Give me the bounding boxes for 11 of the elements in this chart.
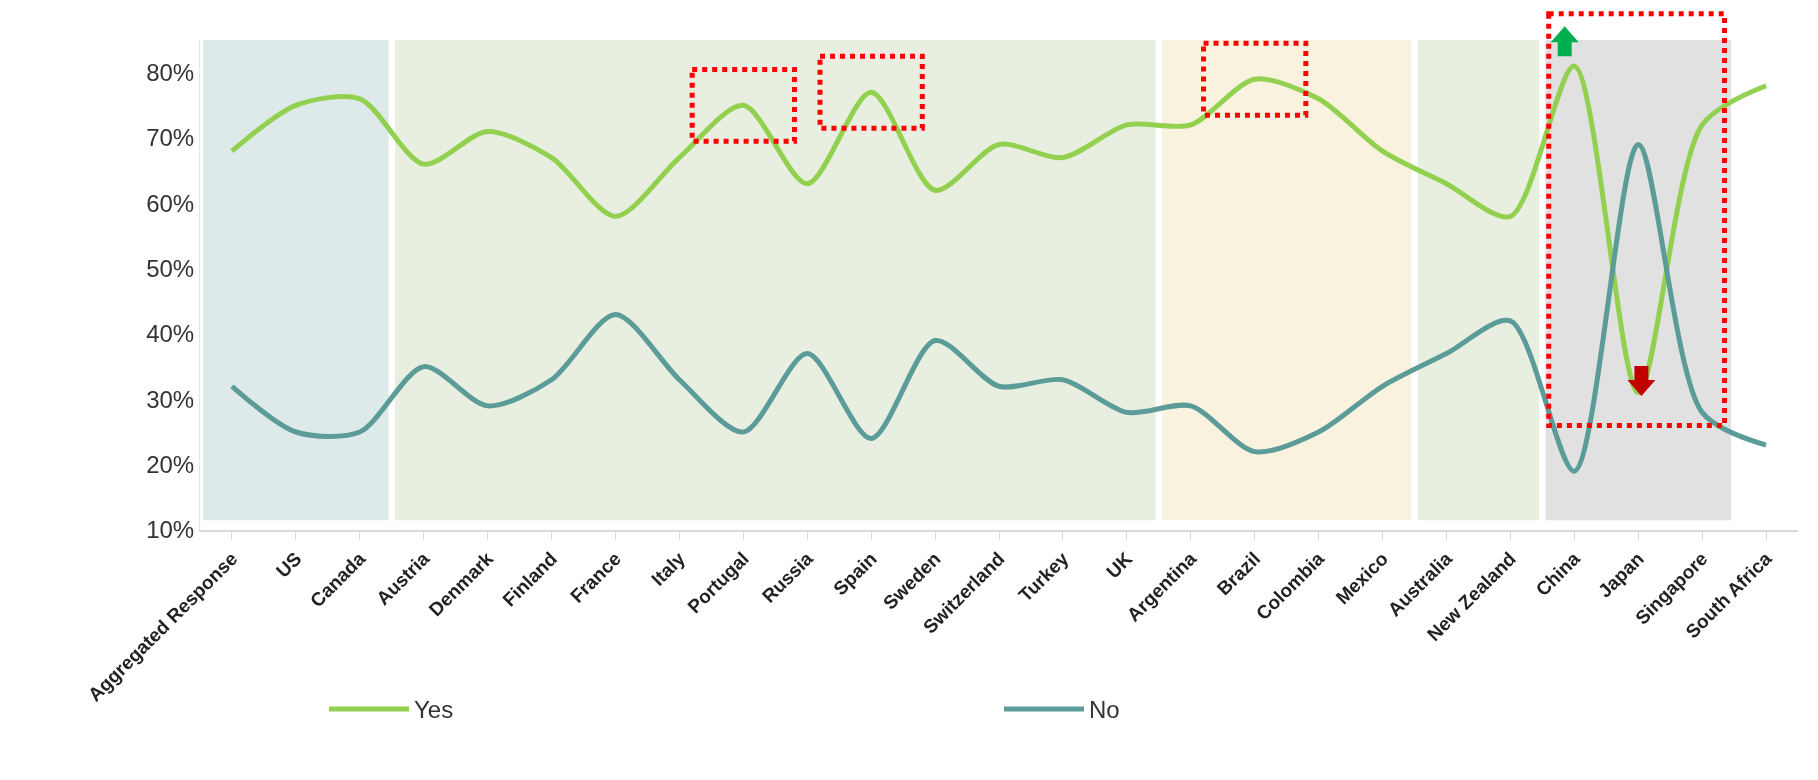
y-tick-label: 30% bbox=[146, 385, 195, 413]
legend-label: Yes bbox=[414, 696, 454, 724]
x-tick-label: US bbox=[271, 548, 306, 582]
y-tick-label: 40% bbox=[146, 320, 195, 348]
y-tick-label: 20% bbox=[146, 451, 195, 479]
y-tick-label: 50% bbox=[146, 255, 195, 283]
y-tick-label: 60% bbox=[146, 189, 195, 217]
y-tick-label: 10% bbox=[146, 516, 195, 544]
y-tick-label: 80% bbox=[146, 59, 195, 87]
y-tick-label: 70% bbox=[146, 124, 195, 152]
legend-label: No bbox=[1089, 696, 1120, 724]
